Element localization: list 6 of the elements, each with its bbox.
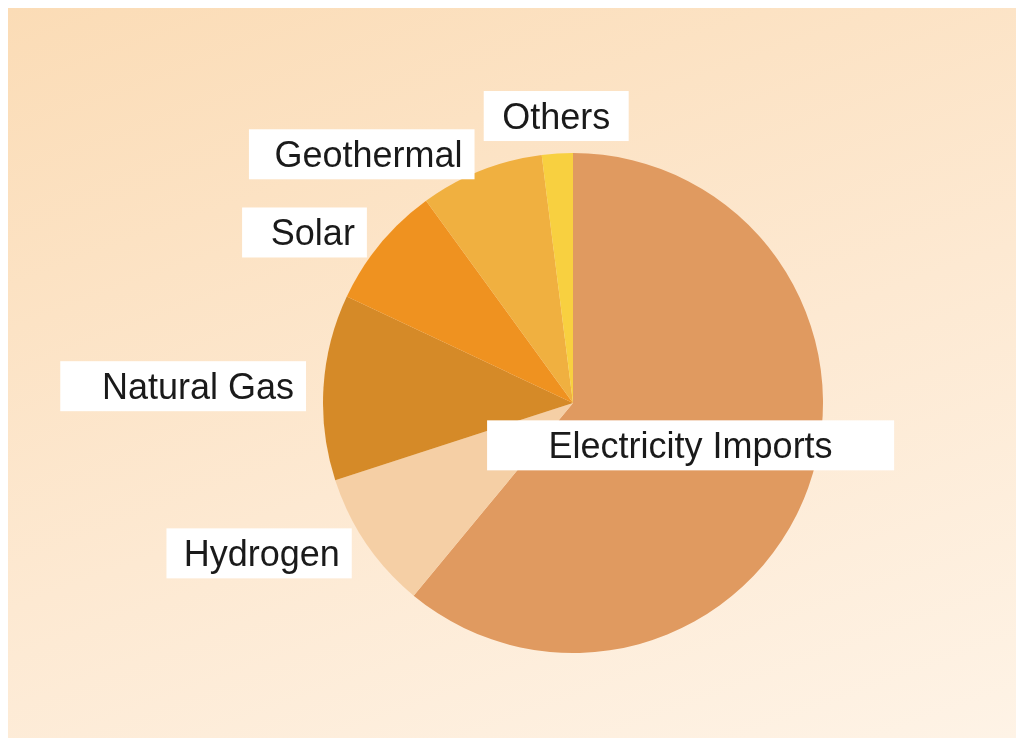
slice-label: Geothermal [274, 133, 463, 175]
slice-label: Solar [270, 211, 355, 253]
slice-label: Natural Gas [101, 365, 295, 407]
slice-label: Electricity Imports [548, 424, 833, 466]
slice-label: Others [502, 95, 611, 137]
slice-label: Hydrogen [183, 532, 340, 574]
